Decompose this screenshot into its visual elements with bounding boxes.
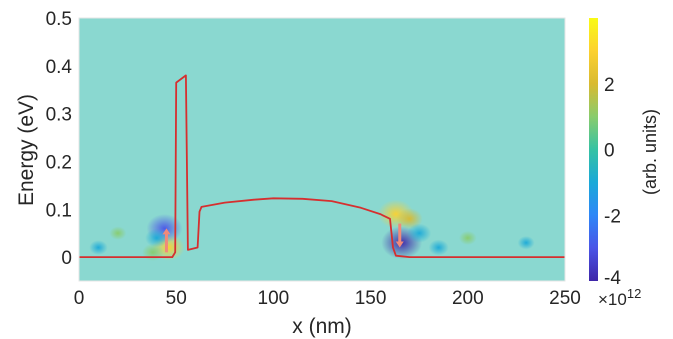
band-profile-line xyxy=(79,74,565,258)
heatmap-hotspot xyxy=(109,226,127,240)
y-tick-label: 0.2 xyxy=(46,152,72,173)
plot-frame xyxy=(78,17,566,282)
colorbar-multiplier: ×1012 xyxy=(598,286,641,309)
band-profile-layer xyxy=(79,74,565,258)
x-tick-label: 150 xyxy=(355,288,387,309)
colorbar-tick-label: 2 xyxy=(604,75,615,96)
y-axis-title: Energy (eV) xyxy=(15,94,38,206)
x-tick-label: 250 xyxy=(549,288,581,309)
colorbar-title: (arb. units) xyxy=(640,109,660,195)
x-tick-label: 100 xyxy=(258,288,290,309)
colorbar-multiplier-base: ×10 xyxy=(598,290,627,309)
colorbar xyxy=(589,18,598,281)
x-tick-label: 200 xyxy=(452,288,484,309)
x-tick-labels: 0 50 100 150 200 250 xyxy=(74,288,581,309)
colorbar-tick-label: 0 xyxy=(604,141,615,162)
colorbar-tick-labels: -4 -2 0 2 xyxy=(604,75,621,289)
heatmap-hotspot xyxy=(145,228,169,248)
x-tick-label: 50 xyxy=(166,288,187,309)
colorbar-tick-label: -2 xyxy=(604,206,621,227)
y-tick-label: 0.3 xyxy=(46,105,72,126)
colorbar-tick-label: -4 xyxy=(604,268,621,289)
heatmap-hotspot xyxy=(142,243,164,261)
y-tick-label: 0.1 xyxy=(46,200,72,221)
colorbar-multiplier-exponent: 12 xyxy=(627,286,641,301)
heatmap-hotspot xyxy=(428,239,449,256)
up-arrow xyxy=(162,228,171,253)
y-tick-label: 0 xyxy=(61,248,72,269)
x-axis-title: x (nm) xyxy=(292,315,352,338)
x-tick-label: 0 xyxy=(74,288,85,309)
y-tick-label: 0.4 xyxy=(46,57,73,78)
heatmap-hotspot xyxy=(517,236,535,250)
heatmap-hotspot xyxy=(407,223,432,243)
y-tick-labels: 0 0.1 0.2 0.3 0.4 0.5 xyxy=(46,9,73,269)
y-tick-label: 0.5 xyxy=(46,9,72,30)
heatmap-hotspot xyxy=(89,240,108,255)
heatmap-hotspots xyxy=(89,199,535,261)
heatmap-hotspot xyxy=(459,230,477,246)
arrow-layer xyxy=(162,223,404,253)
down-arrow xyxy=(395,223,404,248)
